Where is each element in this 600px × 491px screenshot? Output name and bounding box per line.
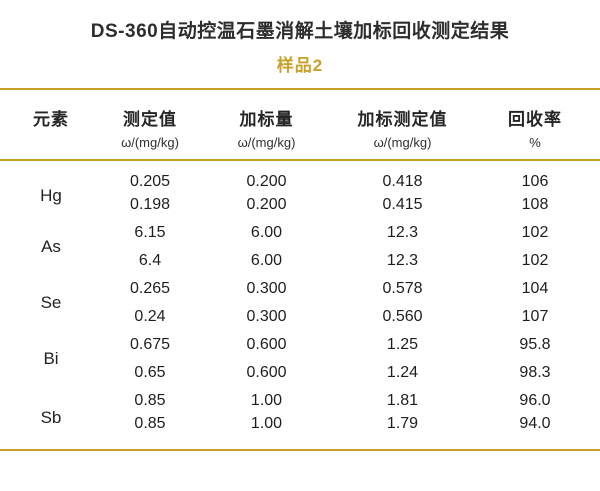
table-row: 6.4 6.00 12.3 102 <box>0 247 600 275</box>
table-row: 0.198 0.200 0.415 108 <box>0 191 600 219</box>
value-cell: 0.560 <box>382 308 423 325</box>
value-cell: 0.85 <box>134 392 166 409</box>
column-label: 加标测定值 <box>357 110 448 129</box>
sample-label: 样品2 <box>276 56 324 75</box>
value-cell: 0.265 <box>129 280 171 297</box>
value-cell: 6.4 <box>138 252 162 269</box>
value-cell: 0.200 <box>246 196 287 213</box>
value-cell: 1.24 <box>386 364 419 381</box>
column-label: 加标量 <box>239 110 294 129</box>
value-cell: 106 <box>521 173 549 190</box>
value-cell: 0.418 <box>382 173 423 190</box>
value-cell: 1.25 <box>386 336 419 353</box>
column-unit: ω/(mg/kg) <box>121 135 179 150</box>
value-cell: 6.15 <box>134 224 166 241</box>
value-cell: 0.600 <box>246 364 287 381</box>
column-header-measured: 测定值 ω/(mg/kg) <box>102 89 198 161</box>
results-table-header: 元素 测定值 ω/(mg/kg) 加标量 ω/(mg/kg) 加标测定值 ω/(… <box>0 89 600 161</box>
element-cell: Hg <box>40 186 62 205</box>
value-cell: 0.578 <box>382 280 423 297</box>
value-cell: 0.415 <box>382 196 423 213</box>
element-cell: Se <box>40 293 62 312</box>
element-cell: Sb <box>40 408 62 427</box>
page-title: DS-360自动控温石墨消解土壤加标回收测定结果 <box>90 21 510 42</box>
value-cell: 0.300 <box>246 280 287 297</box>
value-cell: 0.200 <box>246 173 287 190</box>
value-cell: 0.85 <box>134 415 166 432</box>
element-cell: As <box>41 237 61 256</box>
value-cell: 102 <box>521 252 549 269</box>
column-unit: % <box>529 135 541 150</box>
value-cell: 0.600 <box>246 336 287 353</box>
value-cell: 6.00 <box>250 224 283 241</box>
value-cell: 6.00 <box>250 252 283 269</box>
value-cell: 104 <box>521 280 549 297</box>
value-cell: 108 <box>521 196 549 213</box>
value-cell: 94.0 <box>519 415 551 432</box>
value-cell: 95.8 <box>519 336 551 353</box>
table-row: 0.65 0.600 1.24 98.3 <box>0 359 600 387</box>
column-header-spiked-measured: 加标测定值 ω/(mg/kg) <box>335 89 470 161</box>
column-header-spike-amount: 加标量 ω/(mg/kg) <box>198 89 335 161</box>
value-cell: 0.65 <box>134 364 166 381</box>
value-cell: 0.205 <box>129 173 171 190</box>
column-unit: ω/(mg/kg) <box>237 135 296 150</box>
value-cell: 1.81 <box>386 392 419 409</box>
column-label: 元素 <box>33 110 69 129</box>
table-row: Hg 0.205 0.200 0.418 106 <box>0 160 600 205</box>
value-cell: 1.00 <box>250 392 283 409</box>
value-cell: 0.675 <box>129 336 171 353</box>
results-table: 元素 测定值 ω/(mg/kg) 加标量 ω/(mg/kg) 加标测定值 ω/(… <box>0 88 600 451</box>
column-label: 回收率 <box>508 110 562 129</box>
value-cell: 98.3 <box>519 364 551 381</box>
value-cell: 0.198 <box>129 196 171 213</box>
element-cell: Bi <box>43 349 59 368</box>
value-cell: 1.00 <box>250 415 283 432</box>
value-cell: 12.3 <box>386 224 419 241</box>
header-row: 元素 测定值 ω/(mg/kg) 加标量 ω/(mg/kg) 加标测定值 ω/(… <box>0 89 600 161</box>
column-unit: ω/(mg/kg) <box>373 135 432 150</box>
value-cell: 107 <box>521 308 549 325</box>
value-cell: 102 <box>521 224 549 241</box>
table-row: As 6.15 6.00 12.3 102 <box>0 219 600 256</box>
column-header-recovery: 回收率 % <box>470 89 600 161</box>
table-row: 0.85 1.00 1.79 94.0 <box>0 415 600 450</box>
value-cell: 0.24 <box>134 308 166 325</box>
results-table-body: Hg 0.205 0.200 0.418 106 0.198 0.200 0.415 108 As… <box>0 160 600 450</box>
value-cell: 0.300 <box>246 308 287 325</box>
table-row: 0.24 0.300 0.560 107 <box>0 303 600 331</box>
value-cell: 1.79 <box>386 415 419 432</box>
value-cell: 96.0 <box>519 392 551 409</box>
column-header-element: 元素 <box>0 89 102 161</box>
value-cell: 12.3 <box>386 252 419 269</box>
table-row: Sb 0.85 1.00 1.81 96.0 <box>0 387 600 427</box>
table-row: Se 0.265 0.300 0.578 104 <box>0 275 600 312</box>
column-label: 测定值 <box>123 110 177 129</box>
table-row: Bi 0.675 0.600 1.25 95.8 <box>0 331 600 368</box>
